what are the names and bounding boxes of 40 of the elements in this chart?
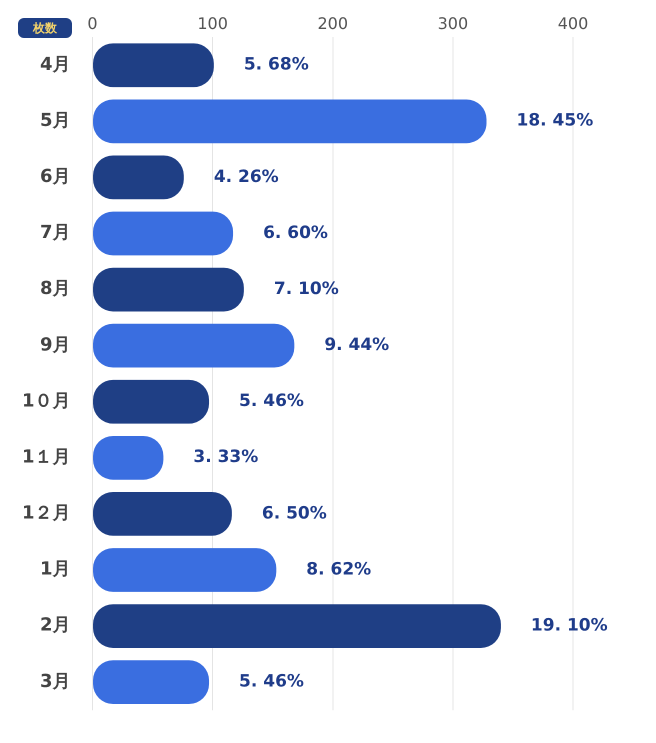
y-tick-label: 1１月: [22, 446, 71, 468]
annotation: 8. 62%: [306, 559, 372, 580]
annotation: 5. 46%: [239, 672, 304, 692]
y-tick-label: 8月: [40, 278, 71, 300]
annotation: 6. 60%: [263, 222, 328, 243]
y-tick-label: 6月: [40, 166, 71, 188]
bar: [93, 380, 210, 424]
annotation: 4. 26%: [214, 166, 279, 187]
x-tick-label: 400: [558, 14, 588, 33]
annotation: 6. 50%: [262, 503, 327, 524]
y-tick-label: 1２月: [22, 502, 71, 524]
annotation: 18. 45%: [516, 110, 594, 131]
y-tick-label: 9月: [40, 334, 71, 356]
annotation: 5. 46%: [239, 391, 304, 412]
annotation: 7. 10%: [274, 278, 339, 299]
y-tick-label: 1０月: [22, 390, 71, 412]
annotation: 3. 33%: [193, 447, 258, 468]
bar: [93, 604, 501, 648]
annotation: 9. 44%: [324, 335, 390, 356]
x-tick-label: 0: [87, 14, 98, 33]
bar: [93, 43, 214, 88]
y-tick-label: 5月: [40, 110, 71, 131]
bar: [93, 660, 210, 704]
y-tick-label: 7月: [40, 222, 71, 244]
x-tick-label: 200: [317, 14, 348, 33]
y-tick-label: 3月: [40, 670, 71, 692]
x-axis-title: 枚数: [32, 21, 58, 36]
bar: [93, 212, 234, 256]
x-tick-label: 300: [438, 14, 468, 33]
bar: [93, 548, 276, 592]
x-tick-label: 100: [197, 14, 228, 33]
y-tick-label: 2月: [40, 614, 71, 636]
bar: [93, 99, 487, 144]
bar: [93, 324, 294, 368]
annotation: 19. 10%: [530, 615, 608, 636]
y-tick-label: 1月: [40, 558, 71, 580]
annotation: 5. 68%: [244, 54, 309, 75]
bar: [93, 492, 232, 536]
bar: [93, 268, 244, 312]
y-tick-label: 4月: [40, 54, 71, 75]
